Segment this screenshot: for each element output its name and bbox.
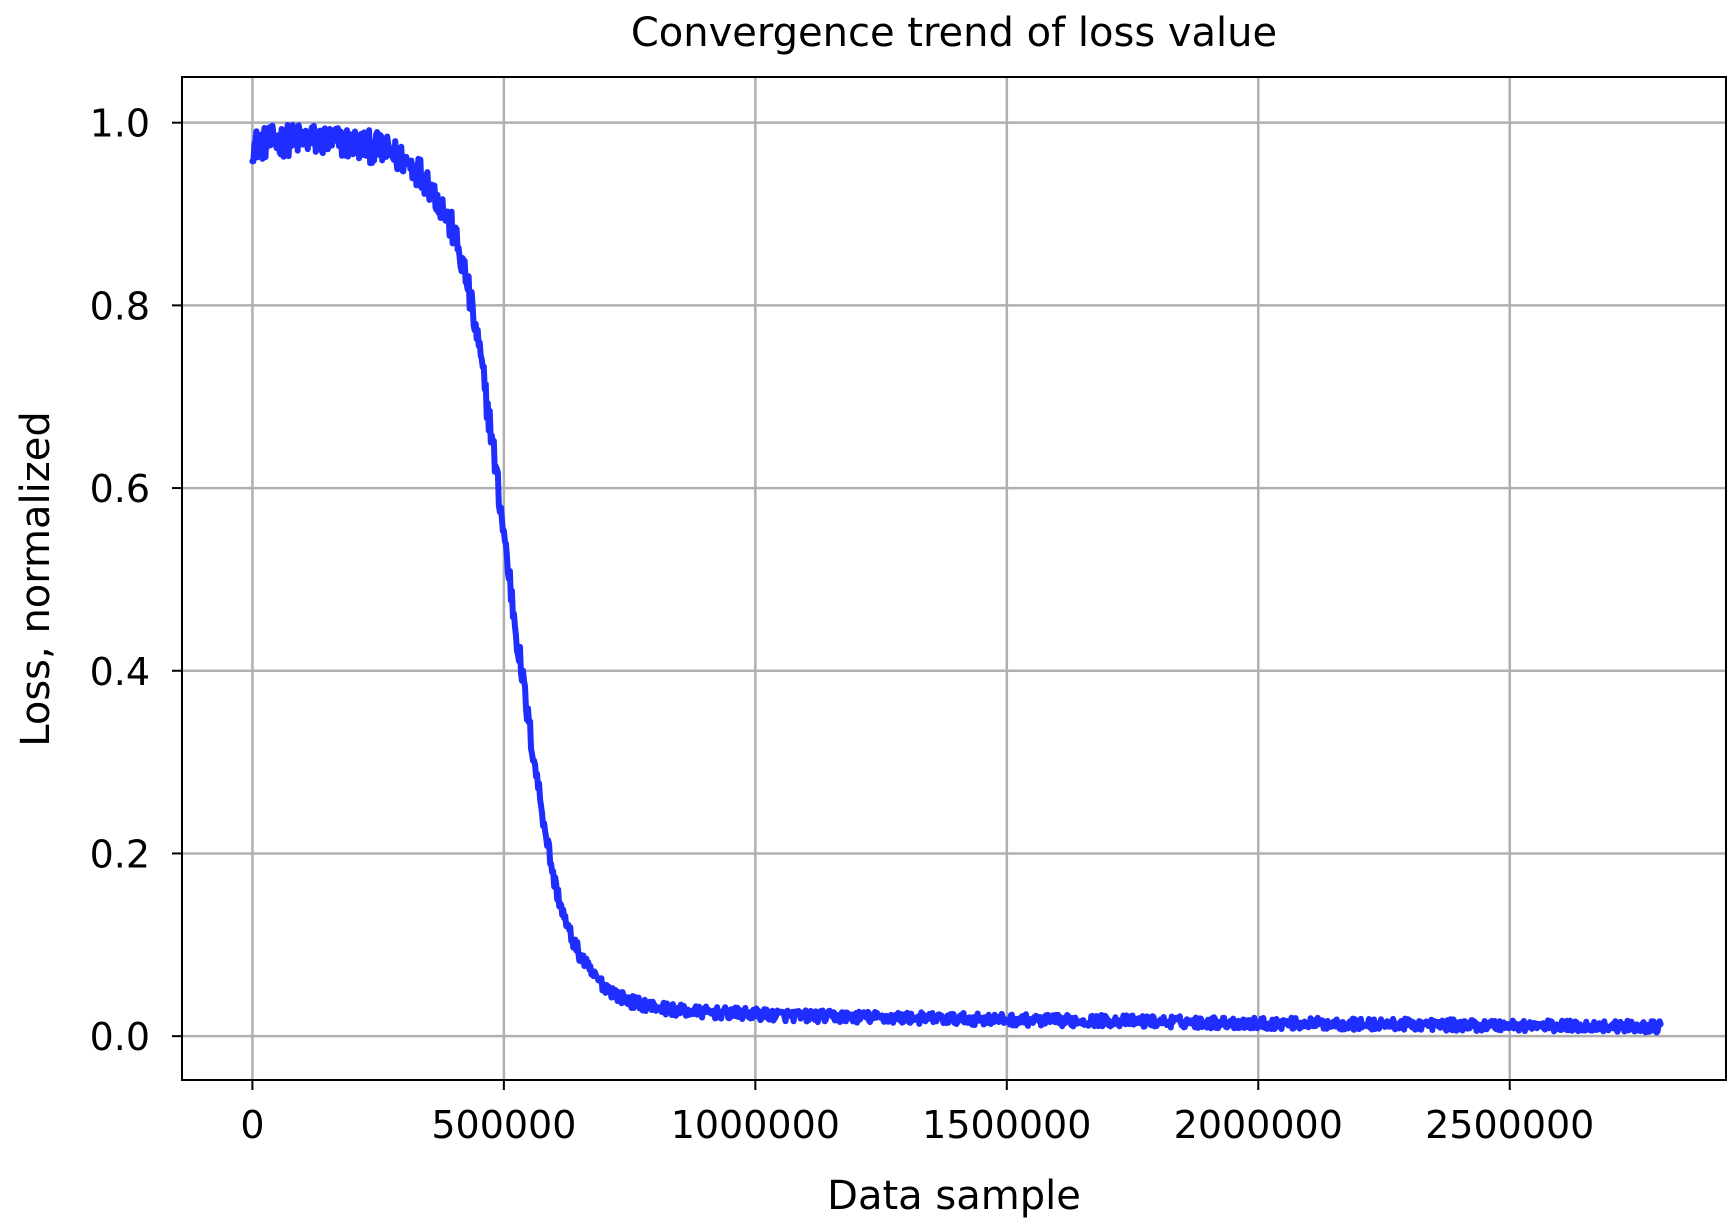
- grid-lines: [182, 77, 1726, 1080]
- y-tick-label: 0.0: [90, 1015, 150, 1059]
- chart-title: Convergence trend of loss value: [631, 10, 1277, 56]
- x-tick-label: 2000000: [1174, 1103, 1343, 1147]
- x-tick-label: 0: [240, 1103, 264, 1147]
- x-tick-label: 2500000: [1425, 1103, 1594, 1147]
- y-tick-label: 0.2: [90, 832, 150, 876]
- x-tick-label: 500000: [431, 1103, 576, 1147]
- y-tick-label: 0.6: [90, 467, 150, 511]
- y-tick-label: 1.0: [90, 102, 150, 146]
- x-axis-title: Data sample: [827, 1173, 1081, 1219]
- plot-frame: [181, 76, 1727, 1081]
- series-layer: [249, 121, 1664, 1036]
- x-tick-label: 1000000: [671, 1103, 840, 1147]
- x-tick-label: 1500000: [922, 1103, 1091, 1147]
- y-axis-title: Loss, normalized: [13, 411, 59, 746]
- axis-ticks: 0 500000 1000000 1500000 2000000 2500000 0.0 0.…: [90, 102, 1595, 1147]
- y-tick-label: 0.4: [90, 650, 150, 694]
- y-tick-label: 0.8: [90, 284, 150, 328]
- loss-series-line: [249, 121, 1664, 1036]
